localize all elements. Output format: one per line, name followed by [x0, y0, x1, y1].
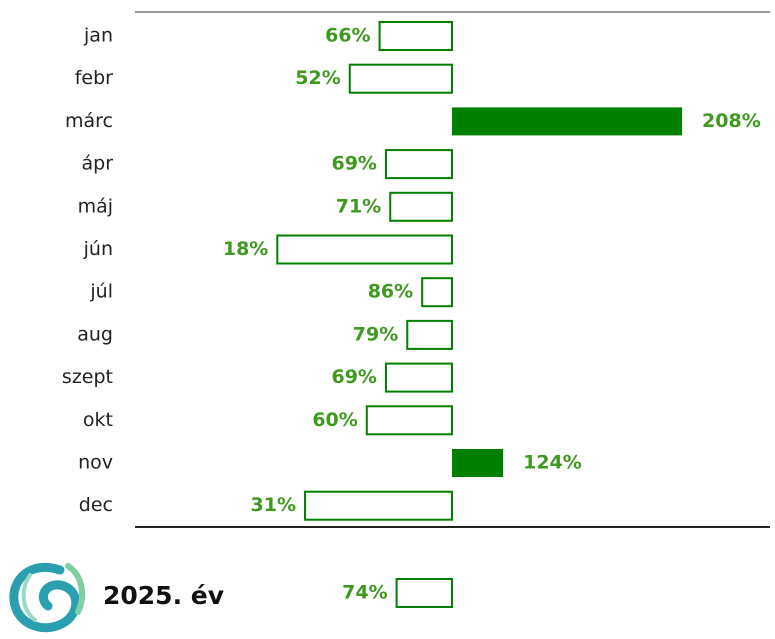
value-label: 79%	[353, 323, 398, 345]
value-label: 71%	[336, 195, 381, 217]
category-label: dec	[79, 494, 113, 516]
total-label: 2025. év	[103, 581, 224, 610]
value-label: 66%	[325, 25, 370, 47]
category-label: márc	[65, 110, 113, 132]
bar	[378, 21, 453, 51]
bar	[389, 191, 454, 222]
value-label: 124%	[523, 452, 582, 474]
bar	[304, 490, 453, 521]
value-label: 18%	[223, 238, 268, 260]
category-label: szept	[62, 366, 113, 388]
bar	[365, 405, 453, 436]
bar	[395, 578, 453, 608]
value-label: 60%	[312, 409, 357, 431]
bar	[348, 63, 454, 94]
value-label: 86%	[368, 281, 413, 303]
value-label: 74%	[342, 582, 387, 604]
bar	[384, 362, 453, 393]
value-label: 31%	[251, 494, 296, 516]
value-label: 69%	[331, 366, 376, 388]
bar	[452, 449, 504, 477]
category-label: júl	[89, 281, 113, 303]
category-label: aug	[77, 323, 113, 345]
category-label: jún	[83, 238, 113, 260]
category-label: ápr	[81, 153, 113, 175]
category-label: máj	[78, 195, 113, 217]
category-label: nov	[78, 452, 113, 474]
category-label: okt	[83, 409, 113, 431]
bar	[276, 234, 453, 265]
bar	[384, 149, 453, 180]
bar	[421, 277, 453, 308]
value-label: 69%	[331, 153, 376, 175]
category-label: febr	[75, 67, 113, 89]
value-label: 208%	[702, 110, 761, 132]
logo	[9, 562, 86, 633]
bar	[452, 107, 683, 136]
value-label: 52%	[295, 67, 340, 89]
category-label: jan	[83, 25, 113, 47]
bar	[406, 319, 453, 350]
